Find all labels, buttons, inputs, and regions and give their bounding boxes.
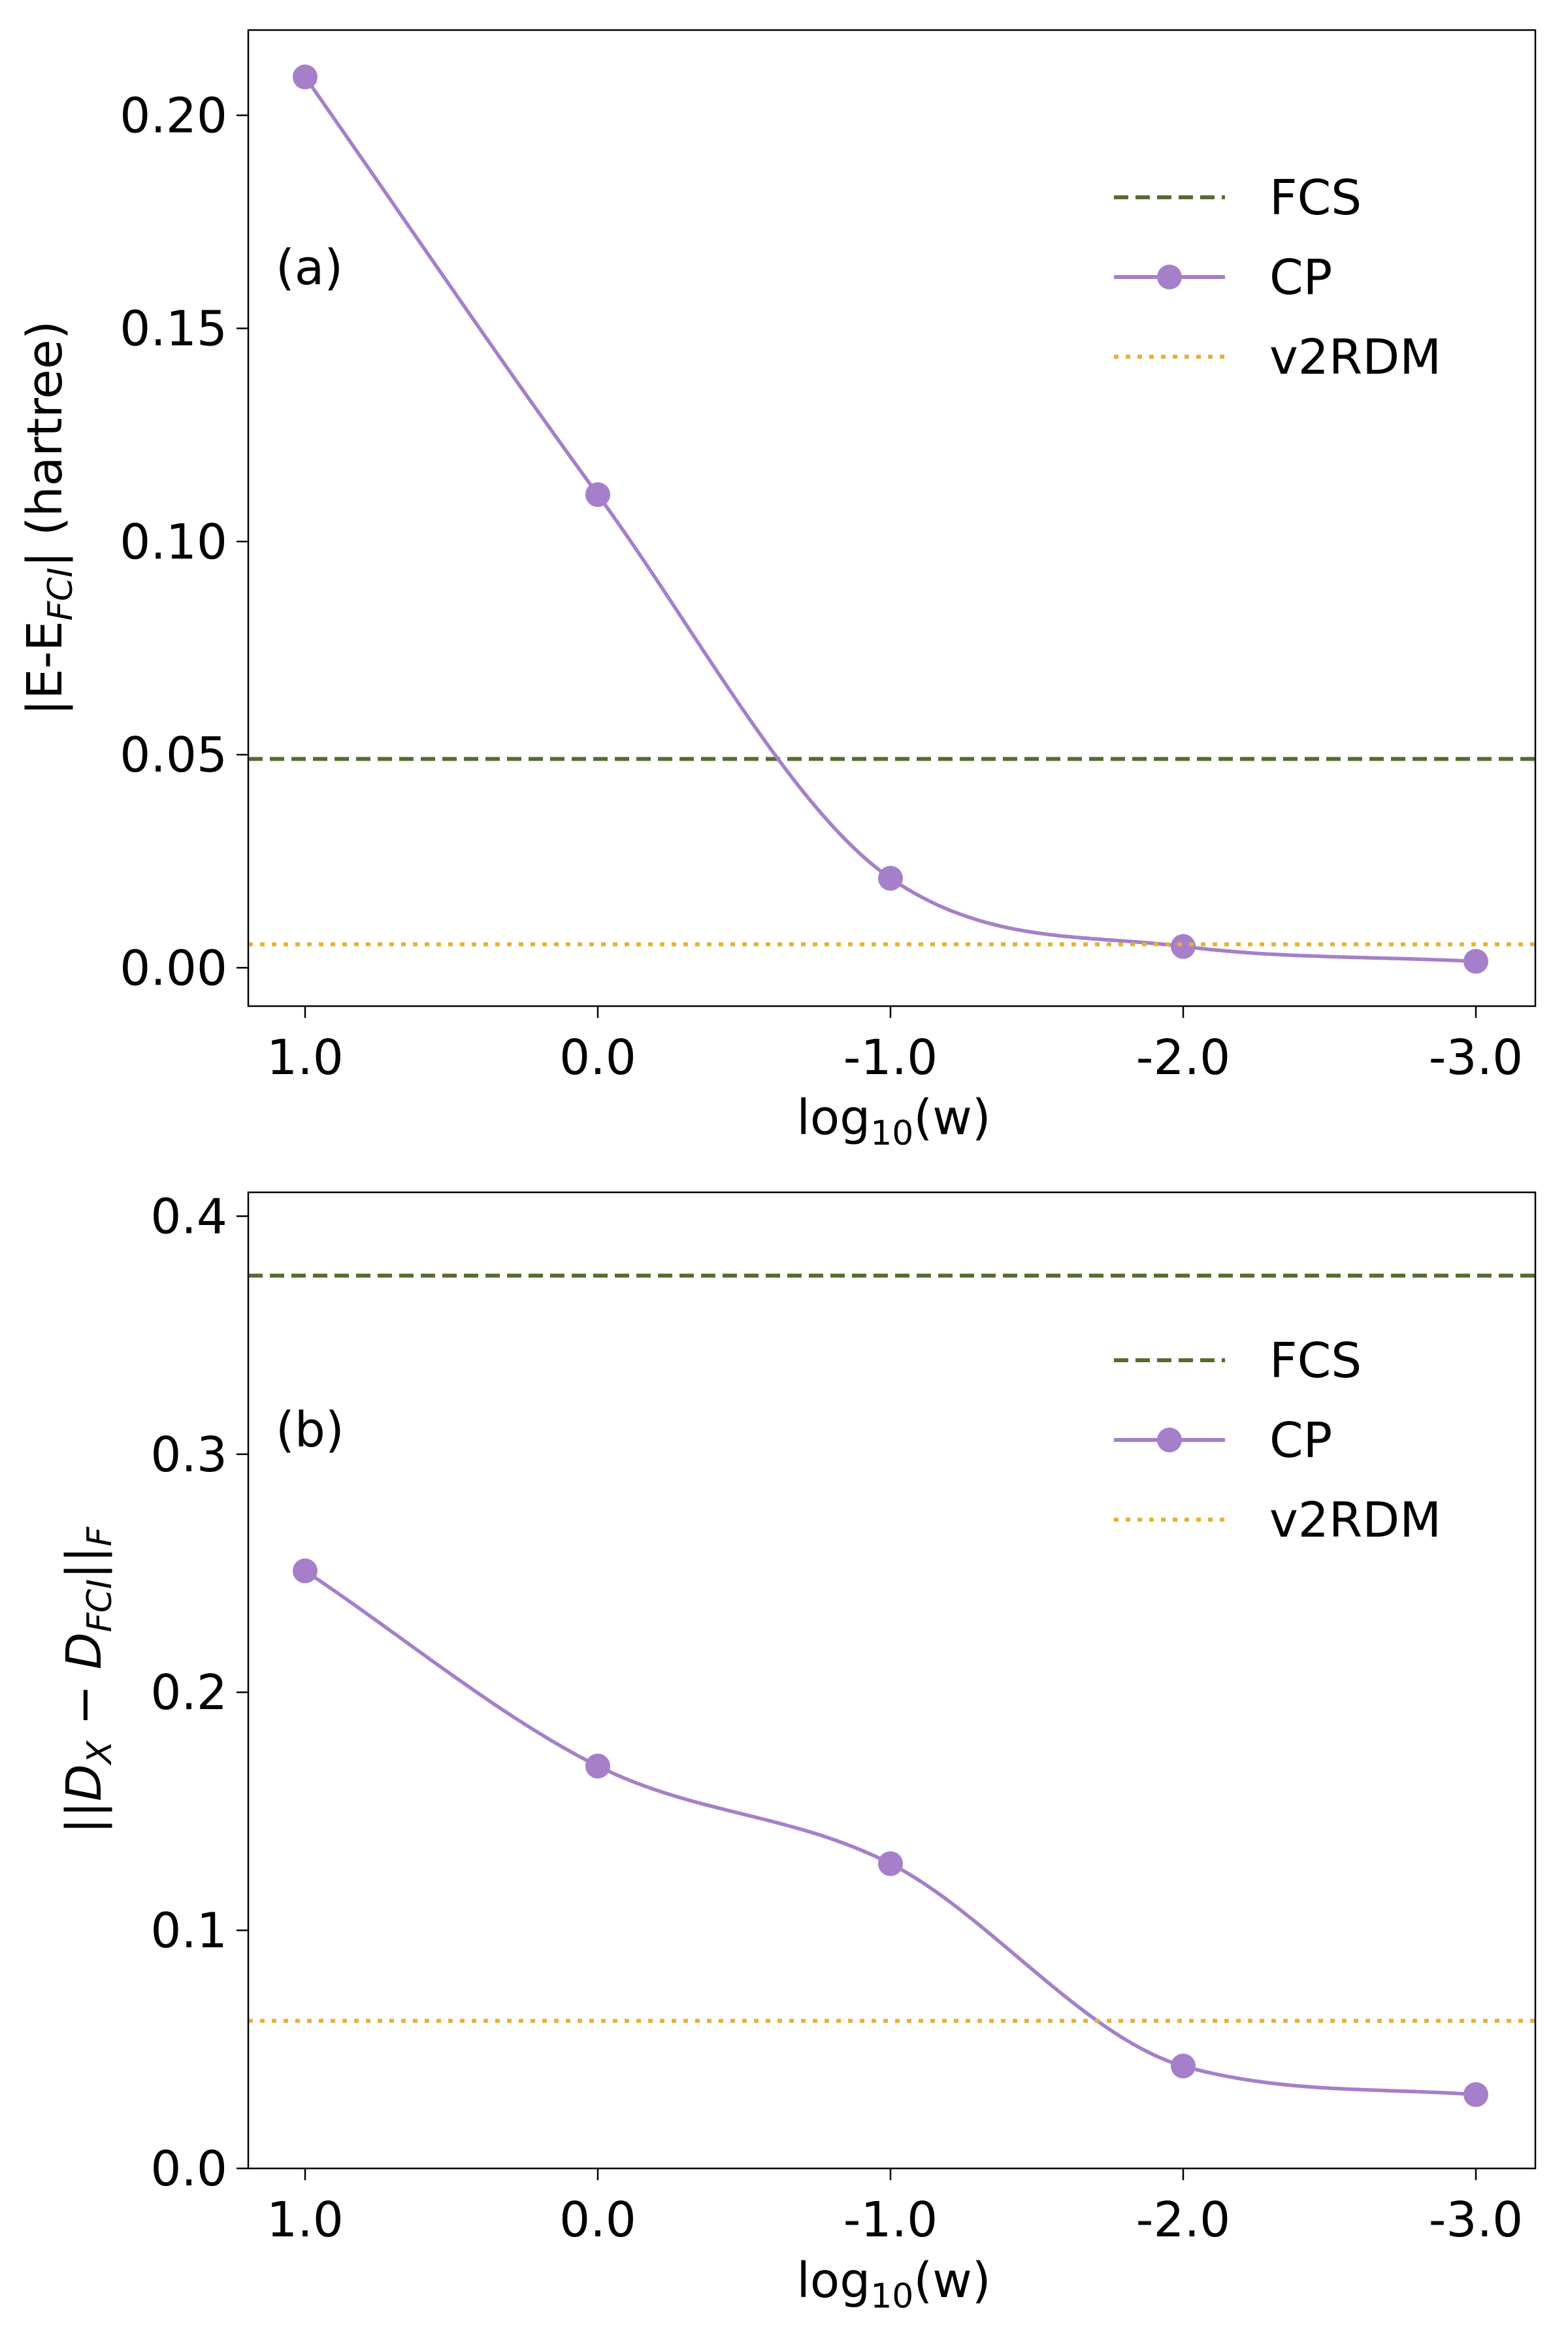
x-tick-label: -3.0 [1429,1030,1523,1086]
panel-label: (b) [276,1402,344,1458]
y-axis-title: |E-EFCI| (hartree) [17,321,80,715]
y-tick-label: 0.4 [150,1188,227,1245]
legend: FCS CP v2RDM [1114,1333,1441,1548]
panel-a: 0.00 0.05 0.10 0.15 0.20 1.0 0.0 -1.0 -2.0 -3.0 (… [17,29,1537,1153]
cp-data-point [293,64,318,90]
legend-label-v2rdm: v2RDM [1269,329,1441,385]
cp-data-point [1463,949,1488,974]
y-tick-label: 0.2 [150,1665,227,1721]
legend-label-fcs: FCS [1269,1333,1362,1389]
legend-label-fcs: FCS [1269,170,1362,226]
x-tick-label: -2.0 [1136,1030,1230,1086]
legend-label-cp: CP [1269,1413,1332,1469]
cp-data-point [878,1851,903,1876]
cp-data-point [1463,2082,1488,2108]
x-axis-title: log10(w) [796,1090,990,1153]
cp-data-point [585,482,610,508]
legend: FCS CP v2RDM [1114,170,1441,385]
y-tick-label: 0.3 [150,1427,227,1483]
y-tick-label: 0.10 [120,514,227,570]
legend-label-cp: CP [1269,250,1332,306]
cp-curve [304,1569,1477,2097]
panel-b: 0.0 0.1 0.2 0.3 0.4 1.0 0.0 -1.0 -2.0 -3.0 (b) FC… [56,1188,1537,2316]
cp-data-point [878,866,903,891]
cp-data-point [293,1558,318,1584]
cp-data-point [1171,2053,1196,2079]
x-tick-label: -1.0 [843,2192,938,2248]
x-tick-label: -3.0 [1429,2192,1523,2248]
y-tick-label: 0.0 [150,2141,227,2197]
x-tick-label: 1.0 [267,1030,344,1086]
panel-label: (a) [276,240,343,296]
y-tick-label: 0.05 [120,727,227,783]
cp-curve [303,76,1477,964]
x-tick-label: 1.0 [267,2192,344,2248]
y-tick-label: 0.00 [120,940,227,996]
legend-marker-cp [1157,1428,1182,1452]
y-tick-label: 0.1 [150,1903,227,1959]
axes-frame [247,29,1537,1007]
legend-marker-cp [1157,265,1182,289]
y-tick-label: 0.15 [120,301,227,357]
y-tick-label: 0.20 [120,88,227,144]
y-axis-title: ||DX − DFCI||F [56,1526,120,1834]
x-axis-title: log10(w) [796,2253,990,2316]
x-tick-label: -2.0 [1136,2192,1230,2248]
x-tick-label: 0.0 [559,1030,636,1086]
cp-data-point [1171,934,1196,959]
legend-label-v2rdm: v2RDM [1269,1492,1441,1548]
x-tick-label: 0.0 [559,2192,636,2248]
axes-frame [247,1191,1537,2170]
cp-data-point [585,1754,610,1779]
x-tick-label: -1.0 [843,1030,938,1086]
